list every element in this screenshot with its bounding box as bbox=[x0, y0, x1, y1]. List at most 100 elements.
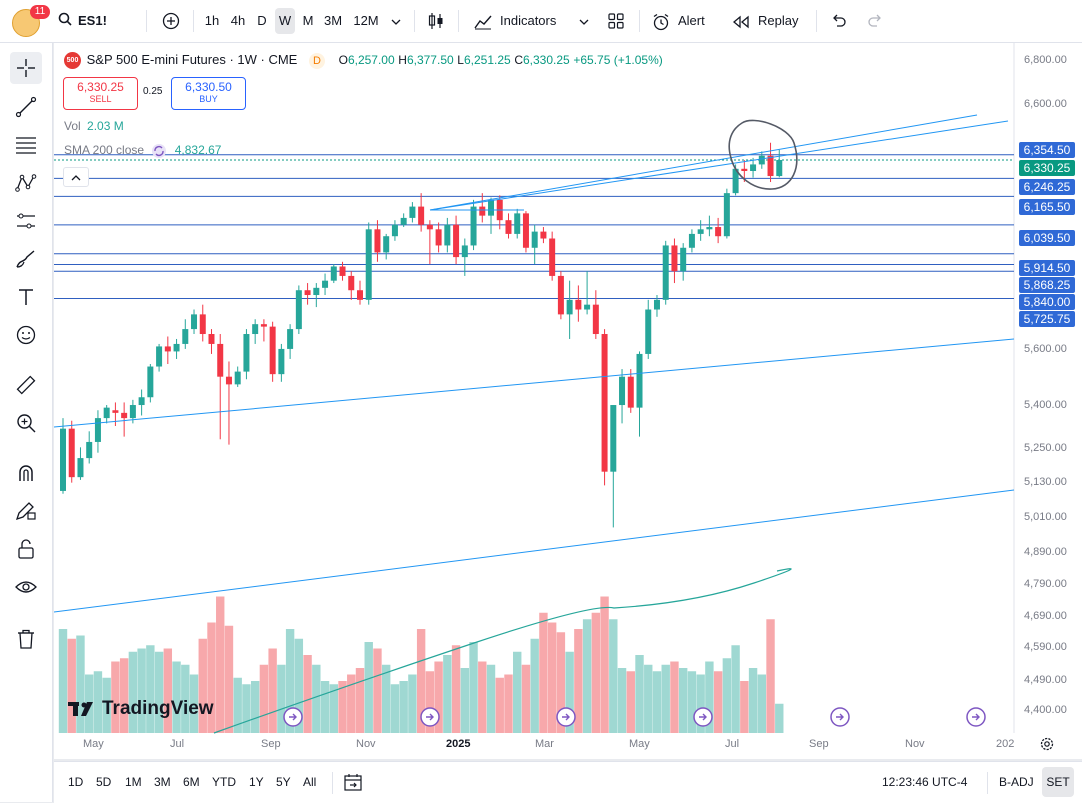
interval-m[interactable]: M bbox=[302, 13, 314, 28]
candle-body[interactable] bbox=[313, 287, 320, 296]
candle-body[interactable] bbox=[278, 348, 285, 375]
candle-body[interactable] bbox=[383, 236, 390, 253]
candle-body[interactable] bbox=[260, 324, 267, 327]
candle-body[interactable] bbox=[208, 334, 215, 344]
price-level-tag[interactable]: 5,868.25 bbox=[1019, 277, 1075, 293]
forecast-tool[interactable] bbox=[10, 205, 42, 237]
price-level-tag[interactable]: 5,725.75 bbox=[1019, 311, 1075, 327]
range-ytd[interactable]: YTD bbox=[212, 775, 236, 789]
candle-body[interactable] bbox=[776, 160, 783, 177]
lock-drawings-tool[interactable] bbox=[10, 495, 42, 527]
measure-tool[interactable] bbox=[10, 369, 42, 401]
candle-body[interactable] bbox=[409, 206, 416, 218]
candle-body[interactable] bbox=[103, 407, 110, 419]
candle-body[interactable] bbox=[426, 224, 433, 230]
candle-body[interactable] bbox=[225, 376, 232, 385]
chart-settings-button[interactable] bbox=[1039, 736, 1055, 752]
candle-body[interactable] bbox=[86, 441, 93, 459]
interval-w[interactable]: W bbox=[275, 8, 295, 34]
range-1y[interactable]: 1Y bbox=[249, 775, 264, 789]
candle-body[interactable] bbox=[706, 227, 713, 230]
pattern-tool[interactable] bbox=[10, 167, 42, 199]
chart-pane[interactable]: 500 S&P 500 E-mini Futures · 1W · CME D … bbox=[54, 43, 1082, 759]
candle-body[interactable] bbox=[199, 314, 206, 335]
buy-button[interactable]: 6,330.50 BUY bbox=[171, 77, 246, 110]
candle-body[interactable] bbox=[444, 224, 451, 246]
zoom-tool[interactable] bbox=[10, 407, 42, 439]
range-3m[interactable]: 3M bbox=[154, 775, 171, 789]
crosshair-tool[interactable] bbox=[10, 52, 42, 84]
candle-body[interactable] bbox=[767, 155, 774, 177]
candle-body[interactable] bbox=[566, 299, 573, 315]
trend-line[interactable] bbox=[54, 489, 1015, 613]
candle-body[interactable] bbox=[680, 247, 687, 272]
candle-body[interactable] bbox=[304, 290, 311, 296]
candle-body[interactable] bbox=[592, 304, 599, 335]
candle-body[interactable] bbox=[356, 290, 363, 300]
candle-body[interactable] bbox=[505, 220, 512, 234]
candle-body[interactable] bbox=[322, 280, 329, 288]
candle-body[interactable] bbox=[94, 418, 101, 442]
trend-line-tool[interactable] bbox=[10, 91, 42, 123]
candle-body[interactable] bbox=[339, 266, 346, 276]
undo-button[interactable] bbox=[826, 8, 852, 34]
trend-line[interactable] bbox=[429, 120, 1009, 211]
range-5d[interactable]: 5D bbox=[96, 775, 112, 789]
candle-body[interactable] bbox=[129, 405, 136, 419]
candle-body[interactable] bbox=[68, 428, 75, 478]
settlement-toggle[interactable]: SET bbox=[1042, 767, 1074, 797]
range-5y[interactable]: 5Y bbox=[276, 775, 291, 789]
candle-body[interactable] bbox=[636, 353, 643, 408]
candle-body[interactable] bbox=[365, 229, 372, 300]
go-to-date-button[interactable] bbox=[344, 771, 366, 793]
candle-body[interactable] bbox=[741, 168, 748, 171]
emoji-tool[interactable] bbox=[10, 319, 42, 351]
candle-body[interactable] bbox=[479, 206, 486, 216]
candle-body[interactable] bbox=[234, 371, 241, 385]
price-chart[interactable] bbox=[54, 43, 1082, 759]
collapse-legend-button[interactable] bbox=[63, 167, 89, 187]
candle-body[interactable] bbox=[662, 245, 669, 300]
candle-body[interactable] bbox=[750, 164, 757, 171]
candle-body[interactable] bbox=[470, 206, 477, 246]
candle-body[interactable] bbox=[453, 224, 460, 258]
back-adjust-toggle[interactable]: B-ADJ bbox=[999, 775, 1034, 789]
candle-body[interactable] bbox=[147, 366, 154, 398]
interval-d[interactable]: D bbox=[257, 13, 267, 28]
candle-body[interactable] bbox=[627, 376, 634, 408]
candle-body[interactable] bbox=[732, 168, 739, 194]
chart-type-button[interactable] bbox=[422, 8, 450, 34]
candle-body[interactable] bbox=[584, 304, 591, 310]
candle-body[interactable] bbox=[549, 238, 556, 276]
candle-body[interactable] bbox=[400, 217, 407, 225]
range-1d[interactable]: 1D bbox=[68, 775, 84, 789]
interval-1h[interactable]: 1h bbox=[204, 13, 220, 28]
candle-body[interactable] bbox=[252, 324, 259, 335]
candle-body[interactable] bbox=[723, 193, 730, 237]
candle-body[interactable] bbox=[715, 227, 722, 237]
last-price-tag[interactable]: 6,330.25 bbox=[1019, 160, 1075, 176]
trend-line[interactable] bbox=[429, 114, 978, 211]
legend-title[interactable]: S&P 500 E-mini Futures · 1W · CME bbox=[86, 52, 298, 67]
candle-body[interactable] bbox=[688, 233, 695, 248]
candle-body[interactable] bbox=[653, 299, 660, 310]
magnet-tool[interactable] bbox=[10, 457, 42, 489]
indicators-dropdown-button[interactable] bbox=[574, 8, 594, 34]
candle-body[interactable] bbox=[488, 199, 495, 216]
circle-annotation[interactable] bbox=[728, 119, 798, 190]
layout-button[interactable] bbox=[603, 8, 629, 34]
candle-body[interactable] bbox=[269, 326, 276, 375]
candle-body[interactable] bbox=[330, 266, 337, 281]
price-level-tag[interactable]: 6,165.50 bbox=[1019, 199, 1075, 215]
candle-body[interactable] bbox=[391, 224, 398, 237]
candle-body[interactable] bbox=[435, 229, 442, 246]
candle-body[interactable] bbox=[531, 231, 538, 248]
replay-button[interactable]: Replay bbox=[728, 8, 806, 34]
candle-body[interactable] bbox=[164, 346, 171, 352]
candle-body[interactable] bbox=[522, 213, 529, 248]
lock-tool[interactable] bbox=[10, 533, 42, 565]
candle-body[interactable] bbox=[77, 458, 84, 478]
candle-body[interactable] bbox=[645, 309, 652, 354]
indicators-button[interactable]: Indicators bbox=[468, 8, 568, 34]
remove-drawings-tool[interactable] bbox=[10, 623, 42, 655]
